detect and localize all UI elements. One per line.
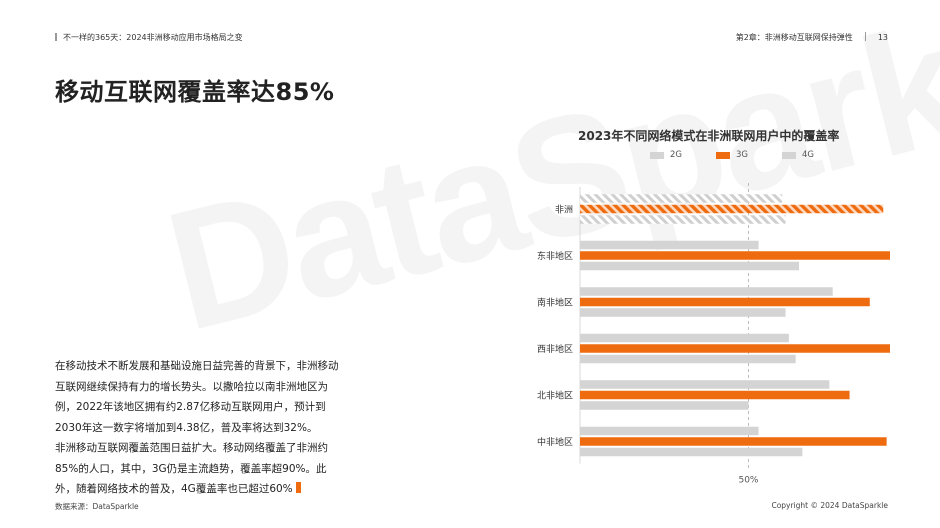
chart-title: 2023年不同网络模式在非洲联网用户中的覆盖率 bbox=[578, 129, 840, 143]
category-label: 非洲 bbox=[555, 204, 573, 216]
page-number: 13 bbox=[877, 33, 888, 42]
legend-swatch-3g bbox=[716, 151, 730, 159]
header-left-text: 不一样的365天：2024非洲移动应用市场格局之变 bbox=[63, 33, 243, 42]
header-separator bbox=[864, 32, 866, 41]
body-paragraph-2-text: 非洲移动互联网覆盖范围日益扩大。移动网络覆盖了非洲约85%的人口，其中，3G仍是… bbox=[55, 442, 328, 495]
category-label: 北非地区 bbox=[537, 390, 573, 402]
bar-4g-0 bbox=[580, 215, 786, 224]
legend-label-2g: 2G bbox=[670, 150, 682, 160]
legend-item-4g: 4G bbox=[782, 150, 814, 160]
bar-3g-5 bbox=[580, 437, 887, 446]
reference-line-label: 50% bbox=[738, 476, 758, 486]
chapter-title: 第2章：非洲移动互联网保持弹性 bbox=[735, 33, 853, 42]
copyright: Copyright © 2024 DataSparkle bbox=[771, 501, 888, 510]
bar-3g-4 bbox=[580, 390, 850, 400]
legend-item-3g: 3G bbox=[716, 150, 748, 160]
header-left: 不一样的365天：2024非洲移动应用市场格局之变 bbox=[55, 32, 243, 43]
legend-item-2g: 2G bbox=[650, 150, 682, 160]
category-label: 南非地区 bbox=[537, 297, 573, 309]
bar-3g-2 bbox=[580, 297, 870, 307]
legend-swatch-4g bbox=[782, 151, 796, 159]
bar-2g-2 bbox=[580, 287, 833, 296]
legend-label-4g: 4G bbox=[802, 150, 814, 160]
legend-swatch-2g bbox=[650, 151, 664, 159]
bar-4g-4 bbox=[580, 401, 749, 410]
bar-3g-3 bbox=[580, 344, 890, 353]
bar-3g-0 bbox=[580, 204, 884, 214]
bar-4g-3 bbox=[580, 354, 796, 364]
header-marker bbox=[55, 33, 57, 41]
category-label: 西非地区 bbox=[537, 343, 573, 355]
body-text: 在移动技术不断发展和基础设施日益完善的背景下，非洲移动互联网继续保持有力的增长势… bbox=[55, 356, 345, 500]
bar-2g-1 bbox=[580, 240, 759, 250]
bar-4g-2 bbox=[580, 308, 786, 317]
body-paragraph-1: 在移动技术不断发展和基础设施日益完善的背景下，非洲移动互联网继续保持有力的增长势… bbox=[55, 360, 339, 434]
page-title: 移动互联网覆盖率达85% bbox=[55, 78, 335, 106]
bar-2g-4 bbox=[580, 380, 830, 389]
bar-3g-1 bbox=[580, 251, 890, 260]
category-label: 东非地区 bbox=[537, 250, 573, 262]
text-cursor-mark bbox=[295, 482, 301, 493]
bar-4g-5 bbox=[580, 447, 803, 457]
bar-2g-3 bbox=[580, 333, 789, 343]
category-label: 中非地区 bbox=[537, 436, 573, 448]
header-right: 第2章：非洲移动互联网保持弹性 13 bbox=[736, 32, 888, 43]
body-paragraph-2: 非洲移动互联网覆盖范围日益扩大。移动网络覆盖了非洲约85%的人口，其中，3G仍是… bbox=[55, 438, 345, 500]
bar-2g-5 bbox=[580, 426, 759, 436]
bar-4g-1 bbox=[580, 261, 800, 271]
data-source: 数据来源：DataSparkle bbox=[55, 502, 139, 511]
bar-2g-0 bbox=[580, 194, 783, 203]
chart-legend: 2G 3G 4G bbox=[650, 150, 848, 160]
legend-label-3g: 3G bbox=[736, 150, 748, 160]
